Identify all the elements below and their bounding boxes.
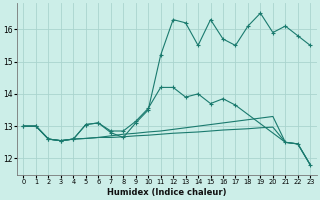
X-axis label: Humidex (Indice chaleur): Humidex (Indice chaleur) <box>107 188 227 197</box>
